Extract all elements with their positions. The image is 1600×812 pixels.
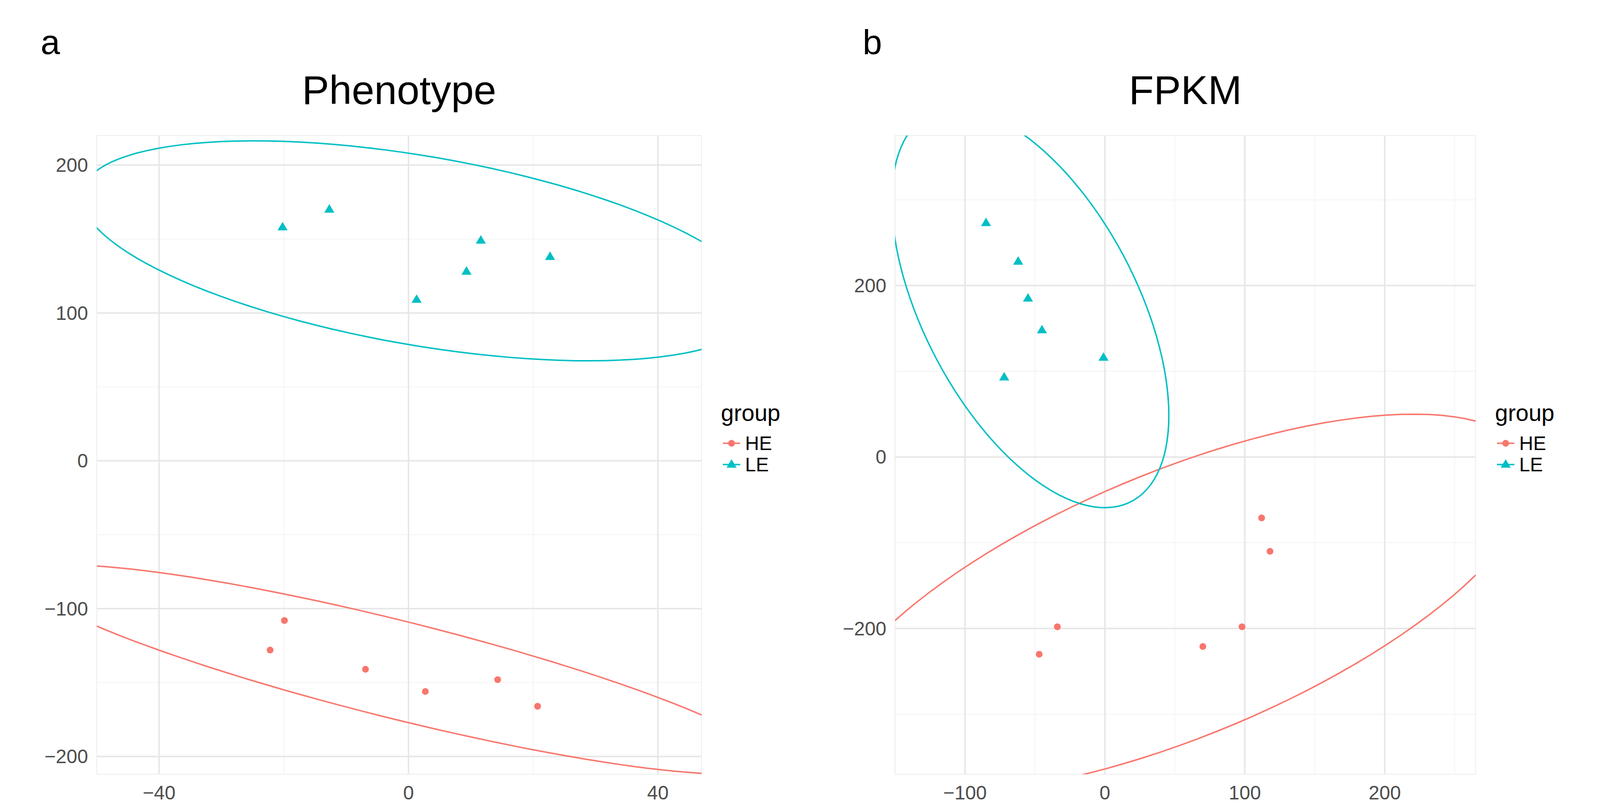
legend-label: LE <box>745 453 769 476</box>
minor-grid-line <box>895 713 1476 715</box>
point <box>277 221 288 231</box>
point <box>494 675 502 683</box>
legend-key <box>728 439 735 447</box>
minor-grid-line <box>895 199 1476 201</box>
figure: −40040−200−1000100200PhenotypeagroupHELE… <box>0 0 1600 812</box>
plot-area <box>96 140 702 774</box>
legend-title: group <box>720 400 781 426</box>
title: Phenotype <box>301 67 497 113</box>
panel: −100 0 100 200 −200 0 200 FPKM b group HELE <box>825 22 1555 804</box>
y-tick-label: −200 <box>44 745 89 767</box>
point <box>411 294 422 303</box>
grid-line <box>895 284 1476 287</box>
minor-grid-line <box>96 238 702 240</box>
grid-line <box>96 460 702 462</box>
point <box>324 204 335 213</box>
confidence-ellipse <box>96 565 702 775</box>
point <box>1098 352 1109 361</box>
confidence-ellipse <box>895 414 1476 775</box>
y-tick-label: 100 <box>55 302 89 324</box>
point <box>1258 514 1266 522</box>
grid-line <box>96 164 702 166</box>
legend-label: LE <box>1519 453 1543 476</box>
grid-line <box>96 607 702 610</box>
grid-line <box>96 755 702 758</box>
x-tick-label: −100 <box>943 781 987 804</box>
point <box>1266 547 1274 555</box>
point <box>1022 293 1033 302</box>
point <box>475 235 486 244</box>
point <box>421 687 429 695</box>
legend-key <box>726 459 737 468</box>
x-tick-label: 40 <box>647 781 670 804</box>
legend-key <box>1500 459 1511 468</box>
minor-grid-line <box>895 542 1476 544</box>
legend-title: group <box>1495 400 1555 426</box>
minor-grid-line <box>96 534 702 536</box>
grid-line <box>1384 135 1386 775</box>
grid-line <box>96 312 702 314</box>
minor-grid-line <box>283 135 285 775</box>
x-tick-label: 0 <box>1099 781 1111 804</box>
grid-line <box>657 135 659 775</box>
point <box>544 251 555 261</box>
grid-line <box>964 135 966 775</box>
grid-line <box>407 135 410 775</box>
point <box>1199 642 1207 650</box>
minor-grid-line <box>532 135 534 775</box>
point <box>981 217 992 227</box>
legend-label: HE <box>1519 432 1547 454</box>
grid-line <box>895 456 1476 458</box>
point <box>534 702 541 710</box>
minor-grid-line <box>1034 135 1036 775</box>
grid-line <box>1243 135 1246 775</box>
point <box>1013 255 1024 265</box>
legend-key <box>1502 439 1510 447</box>
legend: group HELE <box>1495 400 1555 476</box>
confidence-ellipse <box>96 140 702 361</box>
y-tick-label: 0 <box>77 449 89 472</box>
minor-grid-line <box>895 370 1476 372</box>
title: FPKM <box>1128 67 1242 113</box>
minor-grid-line <box>1314 135 1316 775</box>
grid-line <box>895 627 1476 629</box>
point <box>266 646 274 654</box>
x-tick-label: 100 <box>1228 781 1262 804</box>
x-tick-label: 0 <box>403 781 414 804</box>
minor-grid-line <box>1454 135 1456 775</box>
y-tick-label: 200 <box>853 274 887 297</box>
point <box>1238 623 1246 630</box>
minor-grid-line <box>1174 135 1176 775</box>
x-tick-label: 200 <box>1368 781 1402 804</box>
point <box>361 665 369 673</box>
grid-line <box>1104 135 1106 775</box>
point <box>461 266 472 275</box>
minor-grid-line <box>96 682 702 684</box>
y-tick-label: −200 <box>842 617 887 640</box>
panel: −40 0 40 −200 −100 0 100 200 Phenotype a group HELE <box>22 22 781 804</box>
y-tick-label: 0 <box>875 446 887 468</box>
plot-frame <box>96 135 702 775</box>
y-tick-label: −100 <box>44 598 89 620</box>
point <box>1053 623 1061 630</box>
minor-grid-line <box>96 386 702 388</box>
legend-label: HE <box>745 432 773 454</box>
legend: group HELE <box>720 400 781 476</box>
y-tick-label: 200 <box>55 154 89 176</box>
point <box>1036 324 1047 334</box>
plot-frame <box>895 135 1476 775</box>
x-tick-label: −40 <box>142 781 176 804</box>
point <box>1035 650 1043 658</box>
confidence-ellipse <box>895 135 1169 508</box>
point <box>281 616 288 624</box>
panel-label: a <box>40 22 61 62</box>
plot-area <box>895 135 1476 775</box>
point <box>999 372 1010 381</box>
grid-line <box>158 135 160 775</box>
panel-label: b <box>862 22 883 62</box>
